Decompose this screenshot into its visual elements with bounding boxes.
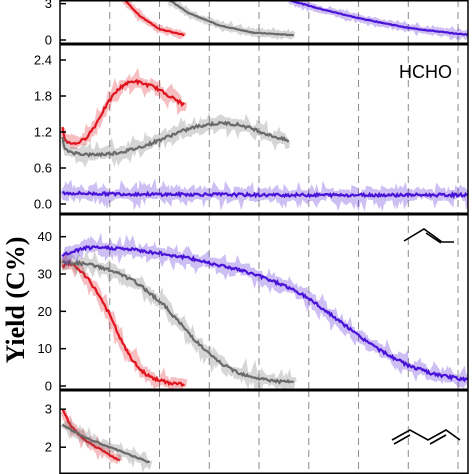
series-3-line (61, 244, 468, 383)
y-tick-label: 40 (38, 229, 52, 244)
chart-panel-3: 0 10 20 30 40 (38, 214, 469, 394)
y-tick-label: 3 (45, 402, 52, 417)
series-2-band (166, 0, 296, 41)
panel-frame (59, 0, 469, 44)
series-2-line (168, 0, 295, 37)
series-1-line (61, 408, 121, 462)
y-tick-label: 3 (45, 0, 52, 11)
y-tick-label: 2.4 (34, 53, 52, 68)
y-tick-label: 1.2 (34, 125, 52, 140)
series-3-line (61, 190, 468, 200)
series-3-line (288, 0, 468, 37)
chart-panel-1: 03 (45, 0, 469, 48)
y-tick-label: 0 (45, 33, 52, 48)
chart-panel-2: 0.0 0.6 1.2 1.8 2.4 HCHO (34, 44, 469, 214)
y-tick-label: 1.8 (34, 89, 52, 104)
series-3-band (60, 232, 468, 390)
y-axis-label: Yield (C%) (1, 237, 30, 364)
series-2-line (61, 120, 290, 158)
series-3-band (60, 178, 468, 212)
plot-area (122, 0, 468, 42)
y-tick-label: 10 (38, 341, 52, 356)
plot-area (60, 232, 468, 390)
series-2-line (61, 259, 294, 385)
propylene-icon (403, 228, 454, 244)
y-tick-label: 2 (45, 440, 52, 455)
y-tick-label: 20 (38, 304, 52, 319)
series-1-line (61, 259, 186, 387)
series-2-line (61, 423, 151, 464)
series-1-line (61, 78, 186, 146)
y-tick-label: 0.6 (34, 161, 52, 176)
panel-label: HCHO (399, 62, 452, 82)
plot-area (60, 67, 468, 212)
y-tick-label: 0.0 (34, 197, 52, 212)
panel-frame (59, 214, 469, 390)
butadiene-icon (391, 429, 461, 445)
plot-area (60, 408, 153, 473)
series-1-line (123, 0, 185, 36)
y-tick-label: 30 (38, 267, 52, 282)
y-tick-label: 0 (45, 379, 52, 394)
chart-panel-4: 23 (45, 390, 469, 474)
panel-frame (59, 44, 469, 214)
panel-frame (59, 390, 469, 474)
